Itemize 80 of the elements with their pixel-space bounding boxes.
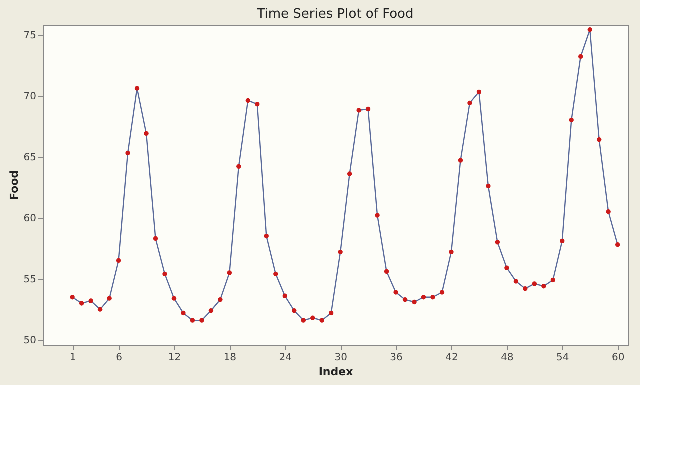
- y-tick-label: 55: [24, 274, 36, 286]
- y-tick-label: 50: [24, 336, 36, 347]
- point: [208, 308, 214, 314]
- point: [88, 298, 94, 304]
- point: [504, 266, 510, 270]
- x-tick-label: 24: [279, 352, 292, 364]
- x-tick-label: 30: [334, 352, 348, 364]
- point: [200, 318, 204, 323]
- point: [153, 236, 158, 242]
- point: [384, 269, 390, 274]
- point: [320, 318, 324, 323]
- point: [255, 102, 260, 107]
- x-tick-label: 36: [390, 352, 403, 364]
- point: [338, 250, 343, 255]
- point: [347, 172, 352, 176]
- point: [412, 300, 417, 305]
- point: [375, 213, 380, 218]
- point: [394, 290, 398, 295]
- point: [264, 234, 269, 239]
- point: [514, 279, 519, 284]
- point: [588, 28, 592, 32]
- point: [615, 242, 620, 248]
- point: [162, 272, 168, 276]
- point: [274, 272, 278, 276]
- point: [542, 284, 546, 289]
- x-tick-label: 42: [446, 352, 458, 364]
- point: [421, 295, 426, 300]
- point: [486, 184, 491, 189]
- point: [532, 282, 538, 286]
- point: [236, 164, 242, 170]
- point: [569, 118, 574, 123]
- point: [402, 297, 408, 302]
- point: [328, 310, 334, 316]
- point: [98, 307, 103, 312]
- point: [366, 106, 371, 112]
- chart-title: Time Series Plot of Food: [256, 7, 414, 22]
- point: [310, 316, 316, 320]
- point: [70, 295, 75, 300]
- point: [449, 250, 454, 255]
- point: [107, 296, 112, 301]
- point: [282, 294, 288, 298]
- point: [116, 258, 122, 264]
- x-tick-label: 6: [116, 352, 122, 364]
- point: [560, 238, 565, 244]
- point: [523, 286, 528, 292]
- point: [468, 100, 472, 106]
- point: [227, 270, 232, 276]
- point: [606, 210, 611, 214]
- point: [550, 278, 556, 283]
- point: [79, 301, 84, 306]
- point: [190, 318, 196, 323]
- point: [126, 150, 130, 156]
- x-tick-label: 1: [70, 352, 76, 364]
- x-tick-label: 60: [612, 352, 625, 364]
- point: [246, 98, 251, 104]
- y-tick-label: 75: [24, 30, 36, 42]
- point: [144, 131, 149, 136]
- x-axis-title: Index: [318, 366, 354, 378]
- point: [218, 297, 223, 302]
- point: [476, 90, 482, 95]
- point: [181, 310, 186, 316]
- x-tick-label: 12: [168, 352, 182, 364]
- point: [430, 295, 436, 300]
- y-tick-label: 60: [24, 213, 36, 224]
- x-tick-label: 18: [224, 352, 237, 364]
- point: [356, 108, 362, 113]
- y-tick-label: 70: [24, 91, 36, 102]
- point: [458, 158, 464, 163]
- point: [440, 290, 445, 295]
- point: [134, 86, 140, 91]
- point: [495, 240, 500, 245]
- x-tick-label: 48: [501, 352, 514, 364]
- point: [597, 137, 602, 142]
- x-tick-label: 54: [556, 352, 570, 364]
- y-axis-title: Food: [8, 170, 21, 201]
- point: [301, 318, 306, 323]
- point: [172, 296, 177, 301]
- point: [292, 308, 297, 314]
- point: [578, 54, 584, 60]
- y-tick-label: 65: [24, 152, 36, 164]
